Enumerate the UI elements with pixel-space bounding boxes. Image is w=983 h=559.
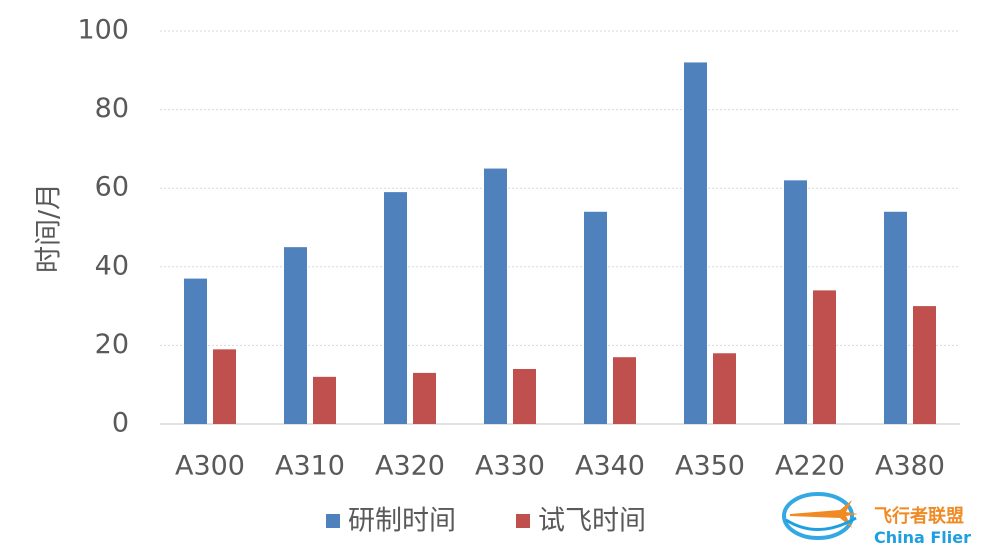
bar-series2-A350 — [713, 353, 736, 424]
gridlines — [160, 30, 960, 346]
bar-series2-A320 — [413, 372, 436, 424]
bar-series1-A350 — [684, 62, 707, 424]
y-tick-label: 100 — [77, 15, 129, 46]
bar-series1-A340 — [584, 211, 607, 424]
watermark-logo: 飞行者联盟 China Flier — [782, 492, 971, 547]
legend: 研制时间 试飞时间 — [326, 506, 646, 537]
bar-series2-A220 — [813, 290, 836, 424]
y-tick-label: 60 — [95, 172, 129, 203]
legend-swatch — [326, 514, 340, 528]
y-tick-label: 80 — [95, 93, 129, 124]
x-tick-label: A220 — [775, 451, 845, 482]
y-axis-ticks: 0 20 40 60 80 100 — [77, 15, 129, 439]
legend-label: 研制时间 — [348, 506, 456, 537]
bar-series1-A320 — [384, 192, 407, 424]
airplane-ring-icon — [782, 492, 858, 540]
bar-series2-A300 — [213, 349, 236, 424]
bar-series2-A330 — [513, 368, 536, 424]
bar-series1-A300 — [184, 278, 207, 424]
watermark-text-cn: 飞行者联盟 — [874, 505, 964, 527]
x-tick-label: A350 — [675, 451, 745, 482]
watermark-text-en: China Flier — [874, 528, 971, 547]
bar-series1-A310 — [284, 247, 307, 424]
x-tick-label: A380 — [875, 451, 945, 482]
bar-series2-A380 — [913, 306, 936, 424]
x-tick-label: A340 — [575, 451, 645, 482]
x-tick-label: A300 — [175, 451, 245, 482]
bar-series2-A310 — [313, 376, 336, 424]
y-tick-label: 40 — [95, 250, 129, 281]
x-axis-ticks: A300 A310 A320 A330 A340 A350 A220 A380 — [175, 451, 945, 482]
bar-series1-A220 — [784, 180, 807, 424]
bars — [184, 62, 936, 424]
y-tick-label: 20 — [95, 329, 129, 360]
bar-series1-A330 — [484, 168, 507, 424]
x-tick-label: A320 — [375, 451, 445, 482]
legend-label: 试飞时间 — [538, 506, 646, 537]
legend-swatch — [516, 514, 530, 528]
x-tick-label: A310 — [275, 451, 345, 482]
bar-series1-A380 — [884, 211, 907, 424]
y-axis-title: 时间/月 — [34, 183, 65, 273]
bar-series2-A340 — [613, 357, 636, 424]
x-tick-label: A330 — [475, 451, 545, 482]
y-tick-label: 0 — [112, 408, 129, 439]
